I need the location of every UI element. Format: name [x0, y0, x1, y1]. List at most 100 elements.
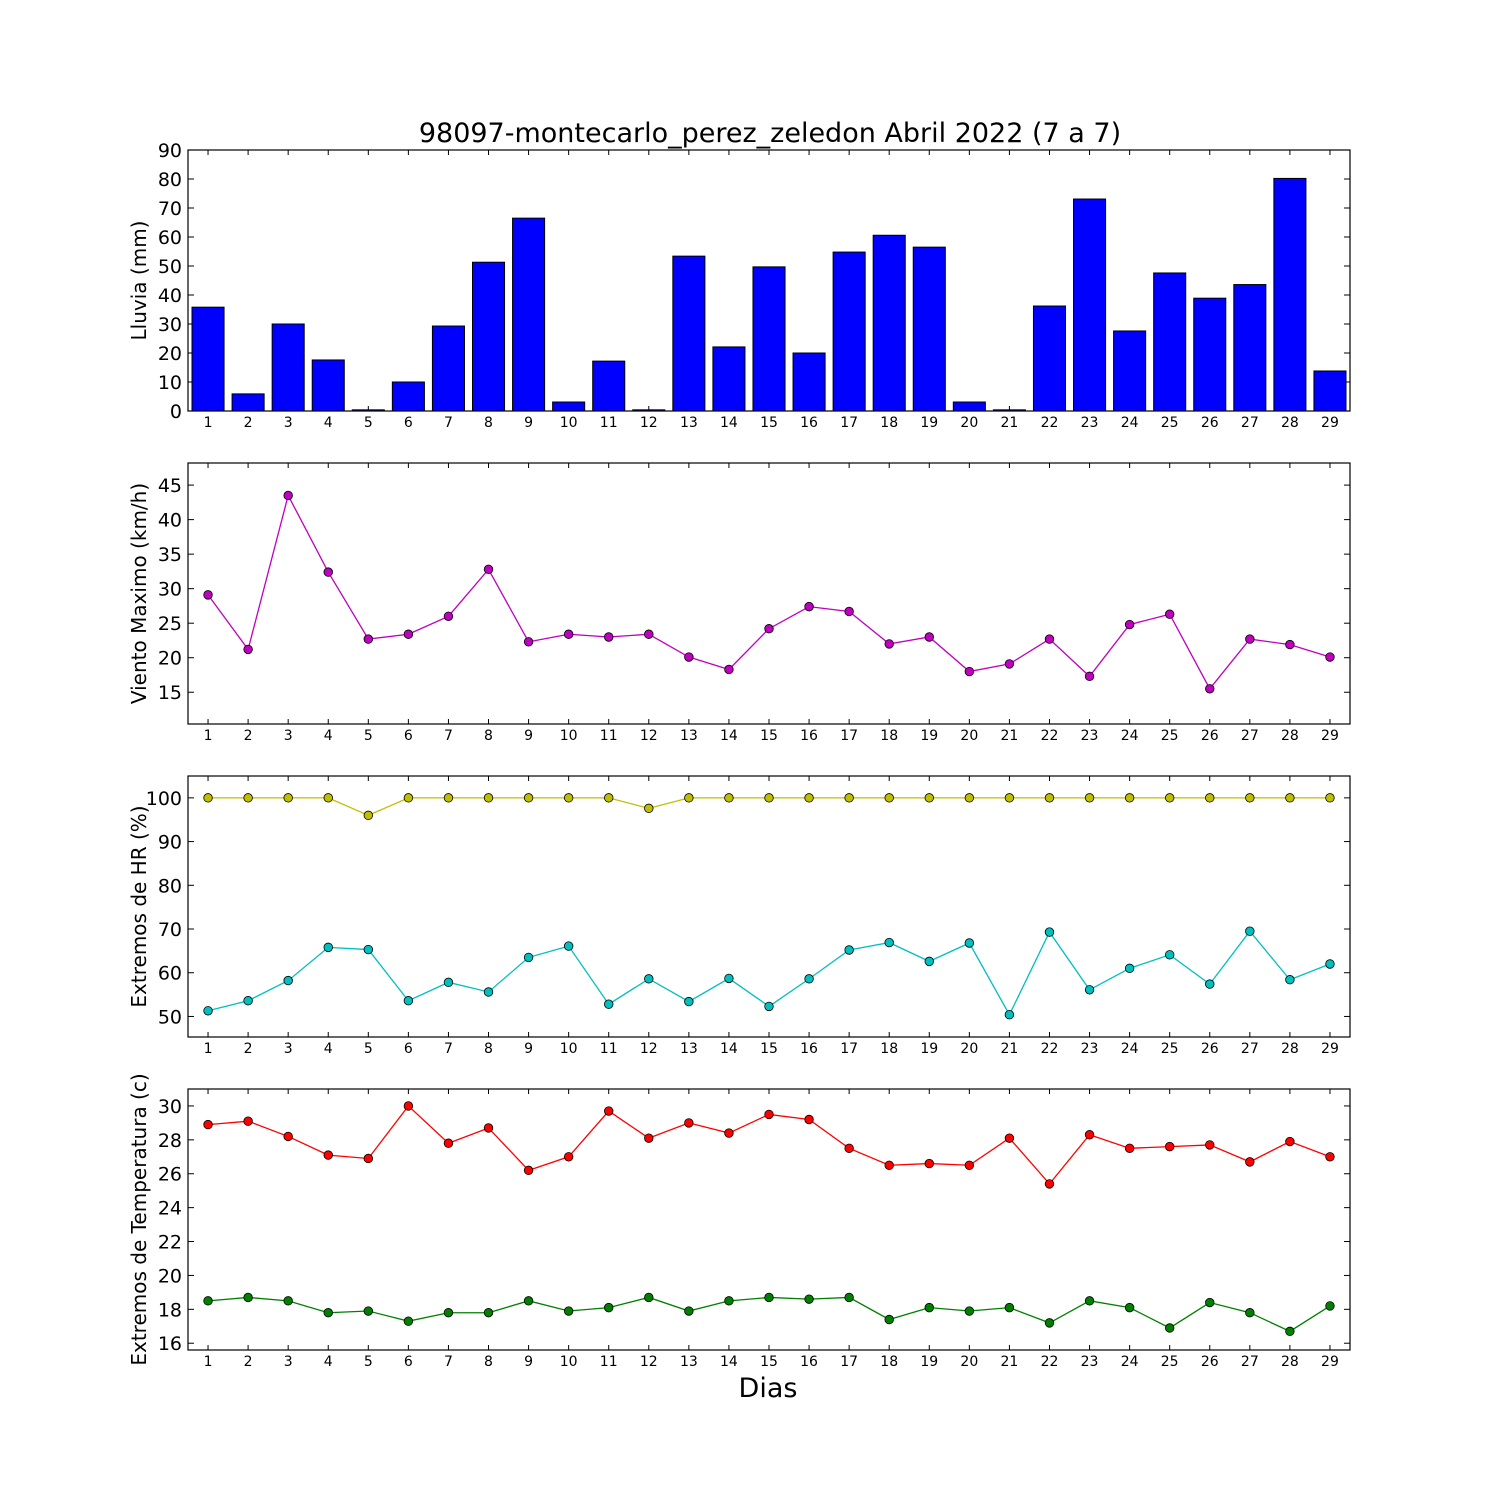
data-point [884, 793, 894, 803]
bar [992, 409, 1026, 412]
data-point [1004, 793, 1015, 803]
x-tick-label: 22 [1041, 415, 1059, 431]
bar [231, 393, 265, 412]
x-tick-label: 16 [800, 415, 818, 431]
x-tick-label: 18 [880, 1354, 898, 1370]
bar [712, 346, 746, 412]
data-point [403, 793, 414, 803]
data-point [523, 1165, 534, 1176]
x-tick-label: 28 [1281, 1354, 1299, 1370]
x-tick-label: 24 [1121, 1354, 1139, 1370]
data-point [684, 1306, 694, 1316]
x-tick-label: 2 [244, 728, 253, 744]
data-point [403, 996, 414, 1006]
data-point [964, 666, 975, 677]
x-tick-label: 21 [1000, 1041, 1018, 1057]
data-point [604, 632, 614, 642]
data-point [283, 975, 293, 986]
x-tick-label: 16 [800, 1354, 818, 1370]
data-point [243, 1292, 253, 1303]
data-point [403, 629, 414, 639]
x-tick-label: 29 [1321, 1354, 1339, 1370]
x-tick-label: 23 [1081, 1354, 1099, 1370]
data-point [403, 1101, 414, 1111]
y-tick-label: 26 [158, 1164, 182, 1186]
data-point [644, 974, 654, 984]
y-tick-label: 90 [158, 140, 182, 162]
y-tick-label: 28 [158, 1130, 182, 1152]
x-tick-label: 16 [800, 1041, 818, 1057]
data-point [804, 974, 814, 984]
x-tick-label: 15 [760, 728, 778, 744]
bar [431, 325, 465, 412]
data-point [804, 1294, 814, 1304]
data-point [1205, 1297, 1215, 1308]
bar [391, 381, 425, 412]
x-tick-label: 3 [284, 728, 293, 744]
data-point [644, 1292, 654, 1303]
x-tick-label: 23 [1081, 1041, 1099, 1057]
x-tick-label: 26 [1201, 728, 1219, 744]
x-tick-label: 4 [324, 1041, 333, 1057]
x-tick-label: 15 [760, 1041, 778, 1057]
data-point [764, 1292, 774, 1303]
data-point [1004, 1302, 1015, 1313]
data-point [924, 956, 934, 967]
data-point [243, 996, 253, 1006]
data-point [924, 1302, 934, 1313]
data-point [363, 1153, 374, 1164]
x-tick-label: 29 [1321, 728, 1339, 744]
data-point [1004, 659, 1015, 669]
data-point [724, 793, 734, 803]
data-point [1285, 975, 1295, 985]
data-point [243, 793, 253, 803]
data-point [644, 629, 654, 639]
data-point [804, 601, 814, 612]
y-axis-label: Lluvia (mm) [127, 221, 151, 341]
x-tick-label: 13 [680, 728, 698, 744]
y-tick-label: 24 [158, 1198, 182, 1220]
data-point [243, 1116, 253, 1126]
y-tick-label: 16 [158, 1333, 182, 1355]
data-point [764, 793, 774, 803]
x-tick-label: 6 [404, 415, 413, 431]
data-point [1325, 652, 1335, 662]
x-tick-label: 19 [920, 1041, 938, 1057]
bar [872, 234, 906, 412]
data-point [1325, 959, 1335, 969]
bar [1273, 177, 1307, 412]
data-point [844, 1143, 854, 1154]
x-tick-label: 28 [1281, 728, 1299, 744]
series-line-1 [207, 493, 1331, 690]
y-tick-label: 18 [158, 1299, 182, 1321]
data-point [1325, 1152, 1335, 1162]
x-tick-label: 28 [1281, 1041, 1299, 1057]
x-tick-label: 24 [1121, 415, 1139, 431]
x-tick-label: 1 [204, 1041, 213, 1057]
bar [512, 217, 546, 412]
data-point [964, 793, 975, 803]
bar [952, 401, 986, 412]
x-tick-label: 14 [720, 1354, 738, 1370]
y-tick-label: 0 [170, 401, 182, 423]
x-tick-label: 5 [364, 1354, 373, 1370]
x-tick-label: 15 [760, 1354, 778, 1370]
y-tick-label: 40 [158, 510, 182, 532]
bar [552, 401, 586, 412]
bar [191, 306, 225, 412]
data-point [443, 793, 454, 803]
data-point [1285, 1326, 1295, 1337]
data-point [1205, 793, 1215, 803]
y-tick-label: 25 [158, 613, 182, 635]
x-tick-label: 7 [444, 1354, 453, 1370]
x-tick-label: 6 [404, 1354, 413, 1370]
data-point [604, 1106, 614, 1116]
data-point [1164, 1323, 1175, 1333]
data-point [1164, 609, 1175, 619]
data-point [684, 793, 694, 803]
plot-frame [187, 775, 1351, 1038]
x-tick-label: 6 [404, 1041, 413, 1057]
x-tick-label: 15 [760, 415, 778, 431]
data-point [483, 987, 494, 997]
